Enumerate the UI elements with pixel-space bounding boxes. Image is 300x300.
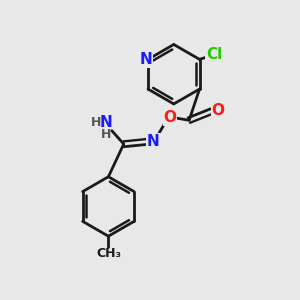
Text: N: N [147,134,160,148]
Text: H: H [101,128,112,141]
Text: H: H [91,116,102,129]
Text: O: O [212,103,224,118]
Text: CH₃: CH₃ [96,247,121,260]
Text: O: O [163,110,176,125]
Text: N: N [100,115,113,130]
Text: Cl: Cl [206,47,223,62]
Text: N: N [139,52,152,67]
